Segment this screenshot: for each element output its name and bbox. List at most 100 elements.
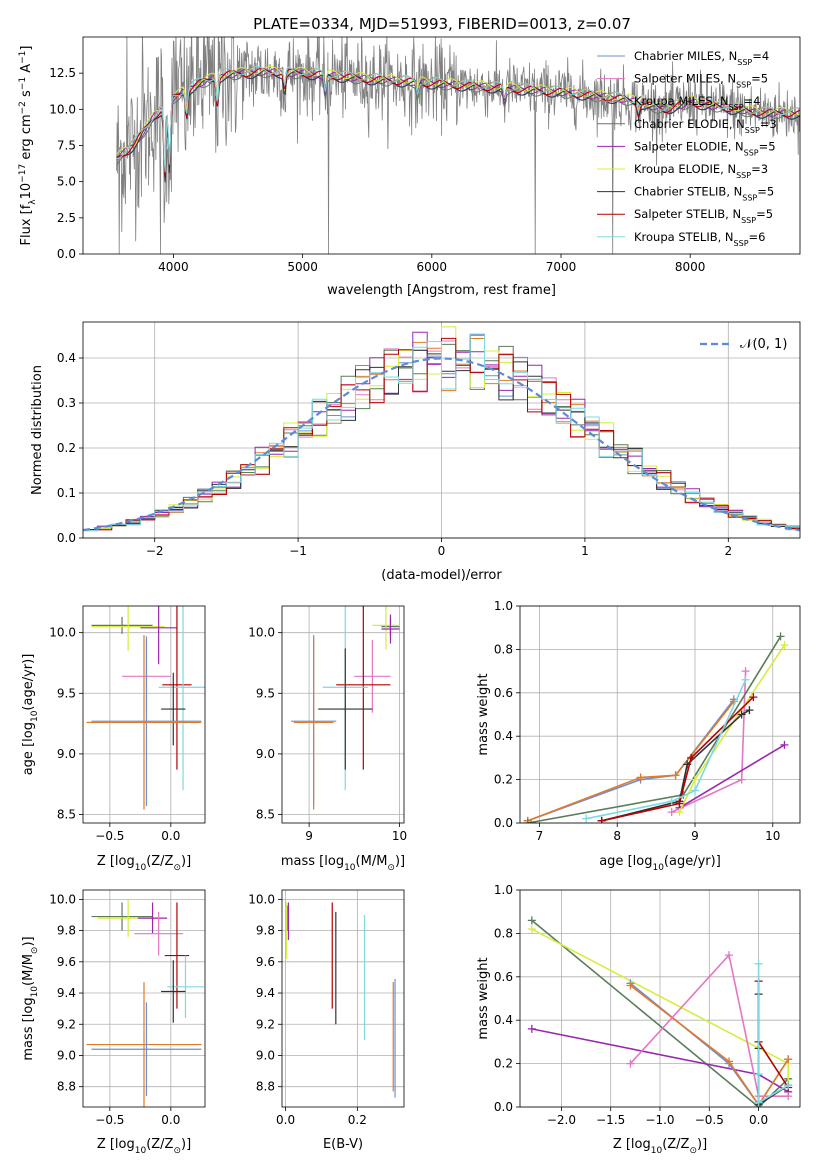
series-marker (749, 693, 758, 702)
x-tick-label: −2 (146, 544, 164, 558)
x-axis-label: age [log10(age/yr)] (599, 854, 721, 873)
x-axis-label: Z [log10(Z/Z⊙)] (97, 854, 191, 873)
y-tick-label: 9.4 (57, 986, 76, 1000)
spectrum-panel: 4000 5000 6000 7000 8000 0.0 2.5 5.0 7.5 10.0 12.5… (18, 36, 801, 298)
series-marker (737, 710, 746, 719)
axes-frame (519, 889, 801, 1108)
mass-vs-metallicity-panel: −0.5 0.0 8.8 9.0 9.2 9.4 9.6 9.8 10.0 Z [log10(Z/… (21, 889, 206, 1156)
series-marker (626, 1059, 635, 1068)
series-marker (582, 814, 591, 823)
y-tick-label: 9.8 (256, 924, 275, 938)
series-marker (527, 1024, 536, 1033)
series-marker (527, 916, 536, 925)
model-spectrum-line (116, 65, 800, 180)
x-tick-label: 0 (438, 544, 446, 558)
series-marker (523, 819, 532, 823)
series-line (527, 635, 782, 823)
axes-frame (82, 605, 206, 824)
series-marker (675, 808, 684, 817)
y-tick-label: 10.0 (248, 626, 275, 640)
series-marker (725, 951, 734, 960)
x-tick-label: −2.0 (547, 1113, 576, 1127)
series-line (601, 696, 754, 822)
series-line (678, 744, 785, 809)
series-marker (675, 799, 684, 808)
x-tick-label: 9 (691, 829, 699, 843)
gridlines (282, 606, 404, 823)
y-axis-label: Normed distribution (30, 365, 45, 495)
y-tick-label: 0.1 (57, 486, 76, 500)
y-tick-label: 9.4 (256, 986, 275, 1000)
series-line (527, 701, 735, 822)
series-marker (725, 1057, 734, 1066)
y-tick-label: 0.2 (57, 441, 76, 455)
series-marker (784, 1092, 793, 1101)
y-tick-label: 0.0 (494, 1100, 513, 1114)
legend-label: 𝒩(0, 1) (740, 337, 787, 352)
series-marker (671, 771, 680, 780)
x-tick-label: 9 (305, 829, 313, 843)
y-tick-label: 9.0 (57, 747, 76, 761)
y-tick-label: 0.2 (494, 773, 513, 787)
ticks: −0.5 0.0 8.8 9.0 9.2 9.4 9.6 9.8 10.0 (49, 892, 180, 1127)
y-tick-label: 8.8 (256, 1080, 275, 1094)
ticks: 7 8 9 10 0.0 0.2 0.4 0.6 0.8 1.0 (494, 599, 781, 843)
plot-area (83, 326, 800, 538)
y-tick-label: 12.5 (49, 66, 76, 80)
x-tick-label: 0.0 (749, 1113, 768, 1127)
y-tick-label: 9.8 (57, 924, 76, 938)
legend-label: Salpeter ELODIE, NSSP=5 (634, 139, 776, 157)
series-marker (784, 1081, 793, 1090)
y-tick-label: 9.0 (256, 747, 275, 761)
x-axis-label: mass [log10(M/M⊙)] (281, 854, 405, 873)
x-tick-label: 2 (724, 544, 732, 558)
x-tick-label: 7000 (546, 260, 577, 274)
ticks: −0.5 0.0 8.5 9.0 9.5 10.0 (49, 626, 180, 843)
series-line (757, 981, 789, 1088)
y-tick-label: 0.0 (494, 816, 513, 830)
series-marker (745, 706, 754, 715)
axes-frame (82, 36, 801, 255)
x-tick-label: −0.5 (95, 829, 124, 843)
series-marker (667, 808, 676, 817)
axes-frame (519, 605, 801, 824)
y-tick-label: 0.4 (494, 729, 513, 743)
mass-weight-vs-metallicity-panel: −2.0 −1.5 −1.0 −0.5 0.0 0.0 0.2 0.4 0.6 0.8 1.0 Z [… (476, 883, 801, 1156)
series-marker (776, 632, 785, 641)
series-marker (780, 740, 789, 749)
legend-label: Chabrier MILES, NSSP=4 (634, 49, 769, 67)
series-line (757, 963, 789, 1105)
y-axis-label: age [log10(age/yr)] (21, 654, 40, 776)
x-tick-label: 0.0 (161, 1113, 180, 1127)
y-tick-label: 1.0 (494, 599, 513, 613)
y-tick-label: 0.2 (494, 1057, 513, 1071)
x-tick-label: 4000 (158, 260, 189, 274)
series-line (629, 953, 789, 1097)
ticks: 0.0 0.2 8.8 9.0 9.2 9.4 9.6 9.8 10.0 (248, 892, 367, 1127)
y-tick-label: 0.6 (494, 686, 513, 700)
model-spectrum-line (116, 66, 800, 173)
observed-spectrum-line (116, 37, 800, 254)
series-marker (737, 775, 746, 784)
plot-area (86, 606, 205, 810)
series-marker (527, 925, 536, 934)
y-tick-label: 0.3 (57, 396, 76, 410)
x-tick-label: 10 (765, 829, 780, 843)
series-marker (784, 1055, 793, 1064)
series-line (527, 698, 735, 822)
plot-area (291, 606, 400, 810)
gridlines (520, 605, 800, 824)
plot-area (527, 916, 793, 1107)
y-tick-label: 9.2 (57, 1017, 76, 1031)
legend-label: Salpeter MILES, NSSP=5 (634, 72, 768, 90)
y-tick-label: 2.5 (57, 211, 76, 225)
series-marker (754, 959, 763, 968)
y-tick-label: 8.5 (57, 808, 76, 822)
legend-label: Chabrier ELODIE, NSSP=3 (634, 117, 777, 135)
y-tick-label: 9.0 (57, 1048, 76, 1062)
x-tick-label: 7 (536, 829, 544, 843)
x-tick-label: 0.0 (276, 1113, 295, 1127)
x-tick-label: 5000 (287, 260, 318, 274)
axes-frame (281, 605, 405, 824)
series-marker (687, 753, 696, 762)
